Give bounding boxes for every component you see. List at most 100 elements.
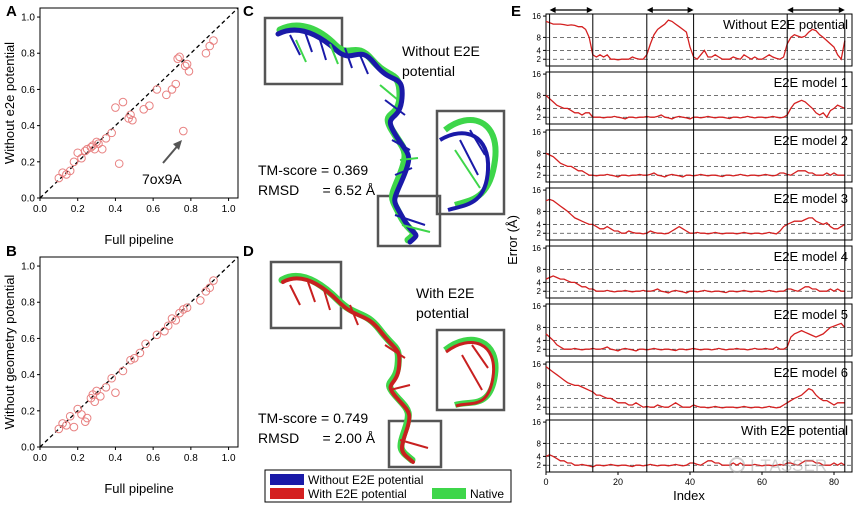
error-row-label-7: With E2E potential xyxy=(741,423,848,438)
error-row-5-ytick-0: 16 xyxy=(532,302,541,311)
legend-frame xyxy=(264,469,512,503)
legend-swatch-0 xyxy=(270,474,304,485)
panel-label-c: C xyxy=(243,3,254,20)
error-row-3-ytick-1: 8 xyxy=(537,207,542,216)
error-line-0 xyxy=(545,19,846,61)
structure-c: Without E2E potential TM-score = 0.369 R… xyxy=(258,16,506,248)
scatterB-point-32 xyxy=(205,283,215,293)
scatterA-point-23 xyxy=(139,105,149,114)
scatterB-point-19 xyxy=(129,354,139,363)
error-row-7-ytick-0: 16 xyxy=(532,418,541,427)
error-span-arrow-left-1 xyxy=(646,7,653,13)
error-row-1-ytick-1: 8 xyxy=(537,91,542,100)
legend: Without E2E potential With E2E potential… xyxy=(264,469,512,503)
scatterA-point-37 xyxy=(209,36,218,45)
error-row-6-ytick-0: 16 xyxy=(532,360,541,369)
scatterB-point-22 xyxy=(152,330,162,340)
scatterA-point-14 xyxy=(97,144,107,154)
scatterA-point-21 xyxy=(126,110,135,120)
scatterB-ytick-5: 1.0 xyxy=(21,262,35,273)
scatterB-point-24 xyxy=(163,321,173,331)
structure-c-model-loop xyxy=(438,131,491,212)
error-row-label-6: E2E model 6 xyxy=(774,365,848,380)
error-row-7-ytick-1: 8 xyxy=(537,439,542,448)
structure-d-model-backbone xyxy=(281,276,415,464)
error-row-4-ytick-2: 4 xyxy=(537,278,542,287)
structure-d-box-2 xyxy=(435,328,506,412)
scatterA-point-6 xyxy=(77,153,86,163)
error-line-7 xyxy=(545,454,846,468)
scatter-a: 0.0 0.2 0.4 0.6 0.8 1.0 0.0 0.2 0.4 0.6 0.8 1.0 7ox… xyxy=(2,7,239,247)
scatterB-point-33 xyxy=(209,276,218,285)
legend-label-2: Native xyxy=(470,487,504,501)
legend-swatch-1 xyxy=(270,488,304,499)
structure-d-box-3 xyxy=(387,419,443,469)
error-row-3-ytick-2: 4 xyxy=(537,220,542,229)
structure-c-bases xyxy=(289,31,486,226)
error-line-1 xyxy=(545,94,846,120)
error-row-4-ytick-1: 8 xyxy=(537,265,542,274)
structure-d-model-loop xyxy=(445,341,496,408)
legend-swatch-2 xyxy=(432,488,466,499)
scatterA-ytick-1: 0.2 xyxy=(21,157,35,168)
structure-c-title-1: Without E2E xyxy=(402,43,480,59)
structure-d-box-1 xyxy=(269,260,343,330)
scatterA-point-7 xyxy=(80,146,90,156)
error-row-label-2: E2E model 2 xyxy=(774,133,848,148)
scatterB-xtick-3: 0.6 xyxy=(146,453,160,464)
error-span-arrow-right-1 xyxy=(687,7,694,13)
scatterA-point-25 xyxy=(152,85,162,94)
scatterA-point-35 xyxy=(201,48,211,58)
structure-d-tm: TM-score = 0.749 xyxy=(258,410,368,426)
panel-label-d: D xyxy=(243,243,254,260)
structure-d: With E2E potential TM-score = 0.749 RMSD… xyxy=(258,260,506,469)
scatterB-point-11 xyxy=(90,397,99,407)
error-row-label-3: E2E model 3 xyxy=(774,191,848,206)
error-row-label-4: E2E model 4 xyxy=(774,249,848,264)
scatterA-point-24 xyxy=(145,101,154,111)
scatter-a-ylabel: Without e2e potential xyxy=(2,42,17,164)
scatterB-point-13 xyxy=(96,392,105,401)
annotation-7ox9a: 7ox9A xyxy=(142,171,182,187)
scatterA-point-15 xyxy=(101,133,111,143)
scatterA-xtick-4: 0.8 xyxy=(184,204,198,215)
error-row-0-ytick-3: 2 xyxy=(537,55,542,64)
scatterA-point-4 xyxy=(69,157,79,167)
error-row-6-ytick-2: 4 xyxy=(537,394,542,403)
error-row-2-ytick-2: 4 xyxy=(537,162,542,171)
scatterB-point-3 xyxy=(65,411,75,421)
scatterA-diagonal xyxy=(39,7,239,199)
scatterB-point-6 xyxy=(77,410,86,419)
scatterA-point-27 xyxy=(167,85,177,94)
error-row-7-ytick-2: 4 xyxy=(537,452,542,461)
scatterB-point-0 xyxy=(54,424,64,434)
scatterA-point-16 xyxy=(107,128,116,138)
scatterB-point-4 xyxy=(69,422,79,432)
scatter-a-frame xyxy=(39,7,239,199)
scatter-b-xlabel: Full pipeline xyxy=(104,481,173,496)
scatterA-point-32 xyxy=(180,61,190,71)
structure-d-title-2: potential xyxy=(416,305,469,321)
error-xtick-1: 20 xyxy=(613,477,623,487)
error-row-4-ytick-0: 16 xyxy=(532,244,541,253)
error-row-0-ytick-1: 8 xyxy=(537,33,542,42)
error-line-5 xyxy=(545,322,846,352)
scatterA-xtick-5: 1.0 xyxy=(222,204,236,215)
error-row-frame-3 xyxy=(545,187,853,241)
error-xtick-4: 80 xyxy=(829,477,839,487)
structure-c-native-bases xyxy=(295,39,481,233)
scatterA-point-19 xyxy=(118,97,128,107)
scatterB-point-30 xyxy=(195,296,205,305)
error-line-3 xyxy=(545,198,846,235)
scatterB-point-20 xyxy=(135,348,145,358)
error-row-1-ytick-2: 4 xyxy=(537,104,542,113)
legend-label-0: Without E2E potential xyxy=(308,473,423,487)
scatterB-point-29 xyxy=(182,303,192,312)
scatterA-point-5 xyxy=(73,148,83,158)
scatterA-point-29 xyxy=(173,54,182,63)
scatter-a-xlabel: Full pipeline xyxy=(104,232,173,247)
structure-c-title-2: potential xyxy=(402,63,455,79)
error-row-label-0: Without E2E potential xyxy=(723,17,848,32)
scatterA-point-30 xyxy=(175,52,184,62)
scatterA-point-12 xyxy=(92,137,101,147)
